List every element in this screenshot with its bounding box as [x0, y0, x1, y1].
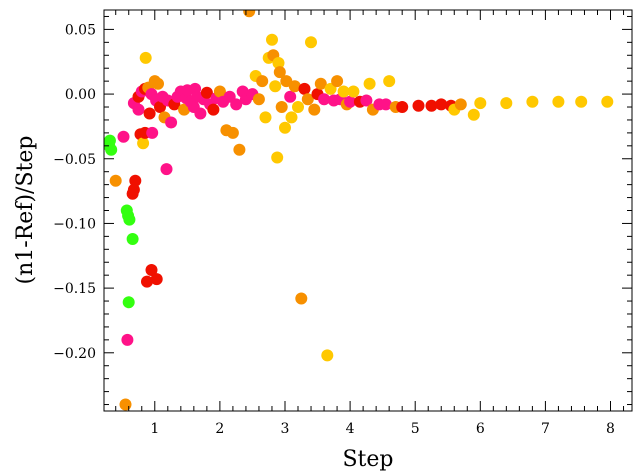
data-point: [259, 111, 272, 124]
data-point: [200, 86, 213, 99]
data-point: [145, 264, 158, 276]
y-tick-label: −0.05: [53, 152, 96, 168]
data-point: [117, 130, 130, 143]
data-point: [435, 98, 448, 111]
data-point: [269, 80, 282, 93]
y-tick-label: 0.00: [65, 87, 96, 103]
data-point: [194, 107, 207, 120]
data-point: [165, 116, 178, 129]
data-point: [273, 66, 286, 79]
data-point: [292, 101, 304, 113]
data-point: [500, 97, 513, 110]
y-tick-label: −0.15: [53, 281, 96, 297]
data-point: [122, 296, 135, 309]
data-point: [256, 75, 269, 88]
x-tick-label: 8: [606, 421, 615, 437]
x-axis-title: Step: [342, 447, 393, 472]
data-point: [298, 82, 311, 95]
data-point: [132, 103, 145, 116]
x-tick-label: 3: [281, 421, 290, 437]
data-point: [207, 103, 220, 116]
x-tick-label: 5: [411, 421, 420, 437]
data-point: [139, 51, 152, 64]
data-point: [271, 151, 284, 164]
data-point: [331, 75, 344, 88]
data-point: [233, 143, 246, 156]
data-point: [252, 93, 265, 106]
axis-ticks: 1 2 3 4 5 6 7 8 0.05 0.00 −0.05 −0.10 −0.15 −0.20: [53, 10, 632, 437]
data-point: [279, 121, 291, 134]
y-axis-title: (n1-Ref)/Step: [13, 136, 38, 285]
data-point: [301, 93, 314, 106]
data-point: [412, 99, 425, 112]
data-point: [266, 33, 278, 46]
y-tick-label: −0.10: [53, 216, 96, 232]
data-point: [379, 98, 392, 111]
data-point: [347, 85, 360, 98]
data-point: [295, 292, 308, 305]
data-point: [337, 85, 350, 98]
data-point: [363, 77, 376, 90]
data-point: [121, 333, 134, 346]
x-tick-label: 4: [346, 421, 355, 437]
data-point: [575, 95, 588, 108]
x-tick-label: 7: [541, 421, 550, 437]
data-point: [126, 233, 139, 245]
y-tick-label: −0.20: [53, 346, 96, 362]
data-point: [105, 143, 118, 156]
data-point: [321, 349, 334, 362]
data-point: [467, 108, 480, 121]
data-point: [230, 98, 243, 111]
y-tick-label: 0.05: [65, 22, 96, 38]
data-point: [123, 213, 136, 226]
data-point: [285, 111, 298, 124]
data-point: [143, 107, 156, 120]
data-points: [104, 10, 614, 411]
data-point: [109, 174, 122, 187]
data-point: [160, 163, 173, 176]
data-point: [129, 174, 142, 187]
data-point: [243, 10, 256, 18]
data-point: [308, 103, 321, 116]
data-point: [152, 77, 164, 90]
data-point: [305, 36, 317, 49]
data-point: [396, 101, 409, 113]
data-point: [314, 77, 327, 90]
plot-frame: [103, 9, 633, 412]
data-point: [552, 95, 565, 108]
data-point: [344, 95, 357, 108]
data-point: [119, 398, 132, 411]
data-point: [272, 57, 285, 69]
data-point: [146, 126, 159, 139]
data-point: [226, 126, 239, 139]
data-point: [318, 93, 331, 106]
x-tick-label: 6: [476, 421, 485, 437]
data-point: [127, 183, 140, 196]
data-point: [360, 94, 373, 107]
data-point: [526, 95, 539, 108]
data-point: [137, 137, 150, 150]
data-point: [284, 90, 297, 103]
data-point: [104, 134, 116, 147]
x-tick-label: 1: [150, 421, 159, 437]
data-point: [474, 97, 487, 110]
data-point: [275, 101, 288, 113]
x-tick-label: 2: [215, 421, 224, 437]
data-point: [425, 99, 438, 112]
data-point: [383, 75, 396, 88]
data-point: [454, 98, 467, 111]
data-point: [601, 95, 614, 108]
data-point: [141, 275, 153, 288]
data-point: [150, 273, 163, 286]
data-point: [288, 80, 301, 93]
data-point: [213, 85, 226, 98]
